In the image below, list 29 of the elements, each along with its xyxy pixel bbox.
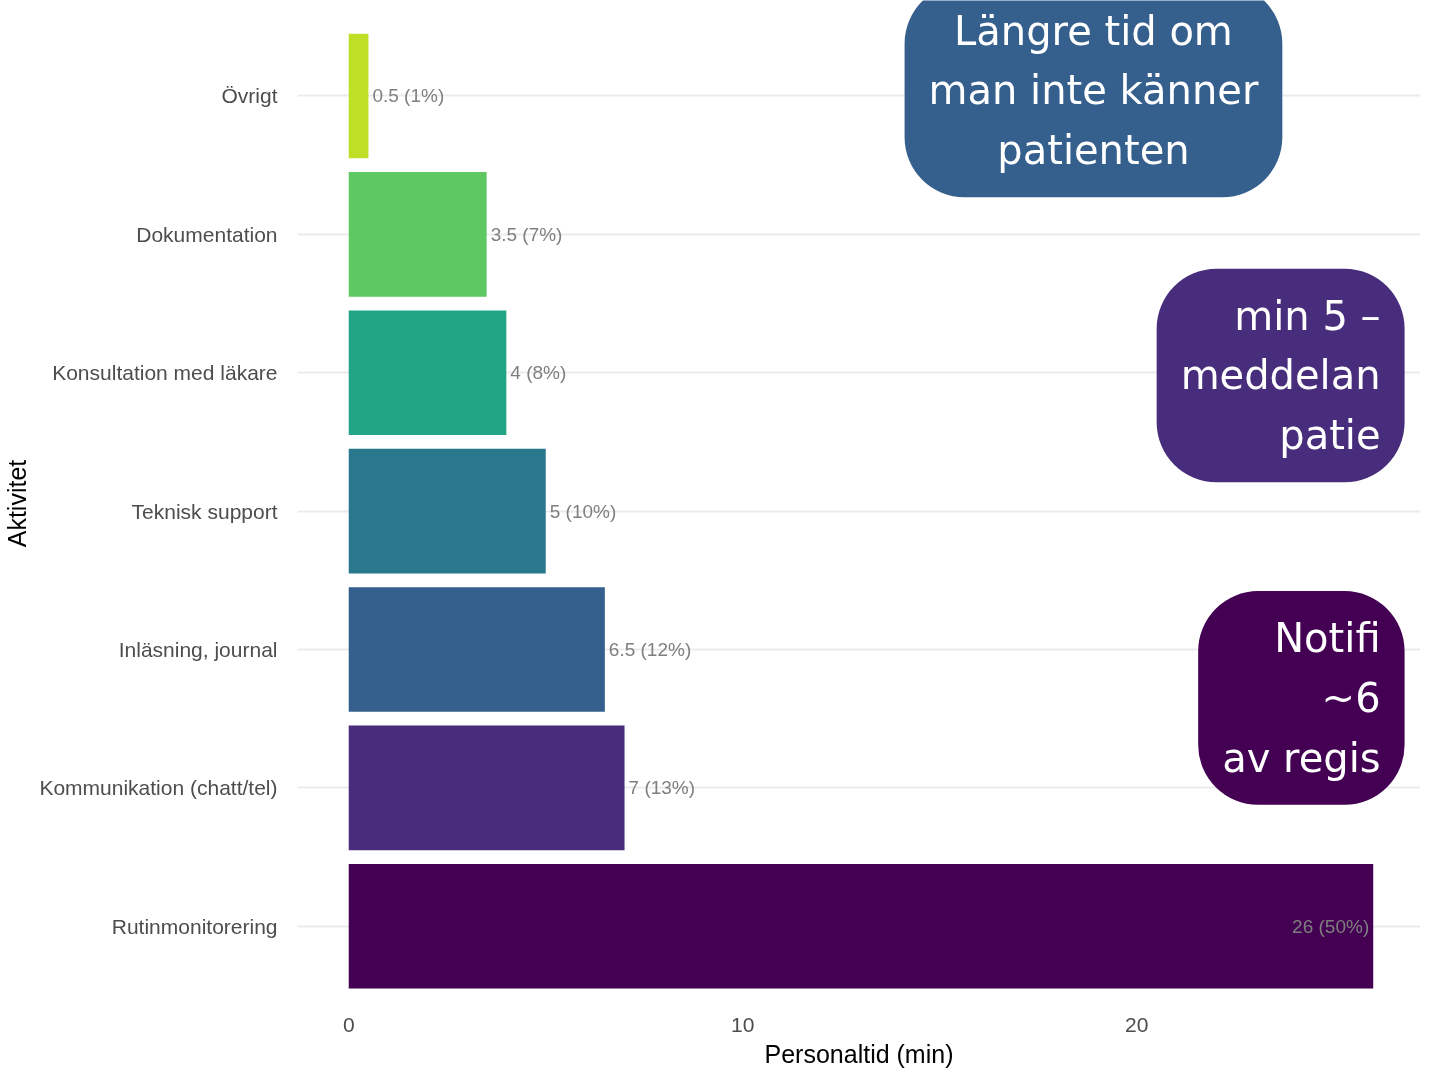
annotation: Notifi ~6 av regis: [1222, 615, 1381, 781]
data-label: 3.5 (7%): [490, 223, 563, 245]
data-label: 7 (13%): [628, 777, 696, 799]
annotation: min 5 – meddelan patie: [1180, 292, 1381, 459]
y-tick-label: Teknisk support: [131, 499, 278, 523]
bar: [348, 587, 605, 712]
x-tick-label: 20: [1125, 1012, 1149, 1036]
data-label: 26 (50%): [1292, 915, 1370, 937]
bar: [348, 863, 1374, 989]
y-axis-title: Aktivitet: [3, 459, 32, 548]
bar: [348, 725, 625, 851]
data-label: 6.5 (12%): [608, 638, 692, 660]
bar: [348, 448, 546, 574]
y-tick-label: Dokumentation: [136, 222, 278, 246]
x-tick-label: 10: [731, 1012, 755, 1036]
y-tick-label: Rutinmonitorering: [111, 914, 278, 938]
bar: [348, 172, 487, 297]
y-tick-label: Inläsning, journal: [118, 637, 278, 661]
x-tick-label: 0: [342, 1012, 355, 1036]
bar: [348, 310, 507, 435]
y-tick-label: Kommunikation (chatt/tel): [39, 776, 278, 800]
data-label: 5 (10%): [549, 500, 617, 522]
data-label: 0.5 (1%): [372, 85, 445, 107]
x-axis-title: Personaltid (min): [764, 1039, 954, 1068]
y-tick-label: Konsultation med läkare: [52, 361, 278, 385]
annotation: Längre tid om man inte känner patienten: [928, 7, 1259, 174]
y-tick-label: Övrigt: [221, 84, 278, 108]
bar: [348, 33, 369, 159]
data-label: 4 (8%): [510, 362, 567, 384]
